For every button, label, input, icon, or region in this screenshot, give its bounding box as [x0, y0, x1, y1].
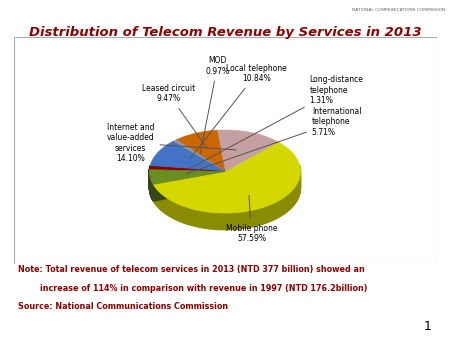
- Text: Internet and
value-added
services
14.10%: Internet and value-added services 14.10%: [107, 123, 236, 163]
- Polygon shape: [259, 208, 263, 225]
- Text: Source: National Communications Commission: Source: National Communications Commissi…: [18, 302, 228, 311]
- Polygon shape: [150, 166, 225, 188]
- Polygon shape: [223, 213, 227, 230]
- Polygon shape: [180, 205, 184, 223]
- Polygon shape: [176, 130, 225, 172]
- Polygon shape: [164, 196, 166, 214]
- Polygon shape: [188, 208, 192, 225]
- Polygon shape: [284, 196, 287, 214]
- Polygon shape: [232, 213, 237, 230]
- Text: Local telephone
10.84%: Local telephone 10.84%: [189, 64, 287, 159]
- Polygon shape: [209, 212, 214, 229]
- Polygon shape: [263, 206, 266, 224]
- Polygon shape: [170, 200, 173, 218]
- Polygon shape: [218, 213, 223, 230]
- Text: Long-distance
telephone
1.31%: Long-distance telephone 1.31%: [190, 75, 364, 168]
- Text: 1: 1: [424, 319, 432, 333]
- Polygon shape: [287, 194, 289, 212]
- Polygon shape: [295, 184, 297, 203]
- Polygon shape: [173, 201, 176, 220]
- Text: Leased circuit
9.47%: Leased circuit 9.47%: [142, 84, 207, 148]
- Polygon shape: [281, 198, 284, 216]
- Polygon shape: [149, 170, 225, 184]
- Polygon shape: [150, 142, 225, 172]
- Polygon shape: [297, 182, 298, 201]
- Polygon shape: [153, 172, 225, 201]
- Polygon shape: [166, 198, 170, 216]
- Polygon shape: [241, 212, 246, 229]
- Text: NATIONAL COMMUNICATIONS COMMISSION: NATIONAL COMMUNICATIONS COMMISSION: [352, 8, 446, 13]
- Text: Mobile phone
57.59%: Mobile phone 57.59%: [225, 195, 277, 243]
- Text: increase of 114% in comparison with revenue in 1997 (NTD 176.2billion): increase of 114% in comparison with reve…: [18, 284, 368, 293]
- Polygon shape: [246, 211, 250, 228]
- Polygon shape: [266, 205, 270, 223]
- Text: International
telephone
5.71%: International telephone 5.71%: [186, 107, 361, 174]
- Polygon shape: [196, 210, 200, 227]
- Polygon shape: [153, 172, 225, 201]
- Polygon shape: [149, 166, 225, 172]
- Polygon shape: [153, 184, 155, 203]
- Polygon shape: [277, 200, 281, 218]
- Polygon shape: [291, 189, 293, 208]
- Polygon shape: [153, 142, 301, 213]
- Polygon shape: [274, 201, 277, 220]
- Polygon shape: [254, 209, 259, 226]
- Polygon shape: [299, 164, 300, 183]
- Polygon shape: [299, 177, 300, 196]
- Polygon shape: [155, 187, 157, 206]
- Polygon shape: [159, 191, 161, 210]
- Polygon shape: [214, 213, 218, 230]
- Polygon shape: [293, 187, 295, 206]
- Polygon shape: [149, 170, 225, 188]
- Polygon shape: [298, 179, 299, 198]
- Polygon shape: [217, 130, 278, 172]
- Polygon shape: [227, 213, 232, 230]
- Text: Note: Total revenue of telecom services in 2013 (NTD 377 billion) showed an: Note: Total revenue of telecom services …: [18, 265, 365, 274]
- Polygon shape: [237, 212, 241, 229]
- Polygon shape: [161, 194, 164, 212]
- Polygon shape: [204, 212, 209, 229]
- Polygon shape: [270, 203, 274, 221]
- Polygon shape: [250, 210, 254, 227]
- Text: MOD
0.97%: MOD 0.97%: [200, 56, 230, 153]
- Polygon shape: [150, 166, 225, 188]
- Polygon shape: [149, 170, 225, 188]
- Polygon shape: [157, 189, 159, 208]
- Polygon shape: [173, 140, 225, 172]
- Polygon shape: [176, 203, 180, 221]
- Polygon shape: [200, 211, 204, 228]
- Polygon shape: [184, 206, 188, 224]
- Polygon shape: [289, 191, 291, 210]
- Polygon shape: [192, 209, 196, 226]
- Text: Distribution of Telecom Revenue by Services in 2013: Distribution of Telecom Revenue by Servi…: [29, 26, 421, 39]
